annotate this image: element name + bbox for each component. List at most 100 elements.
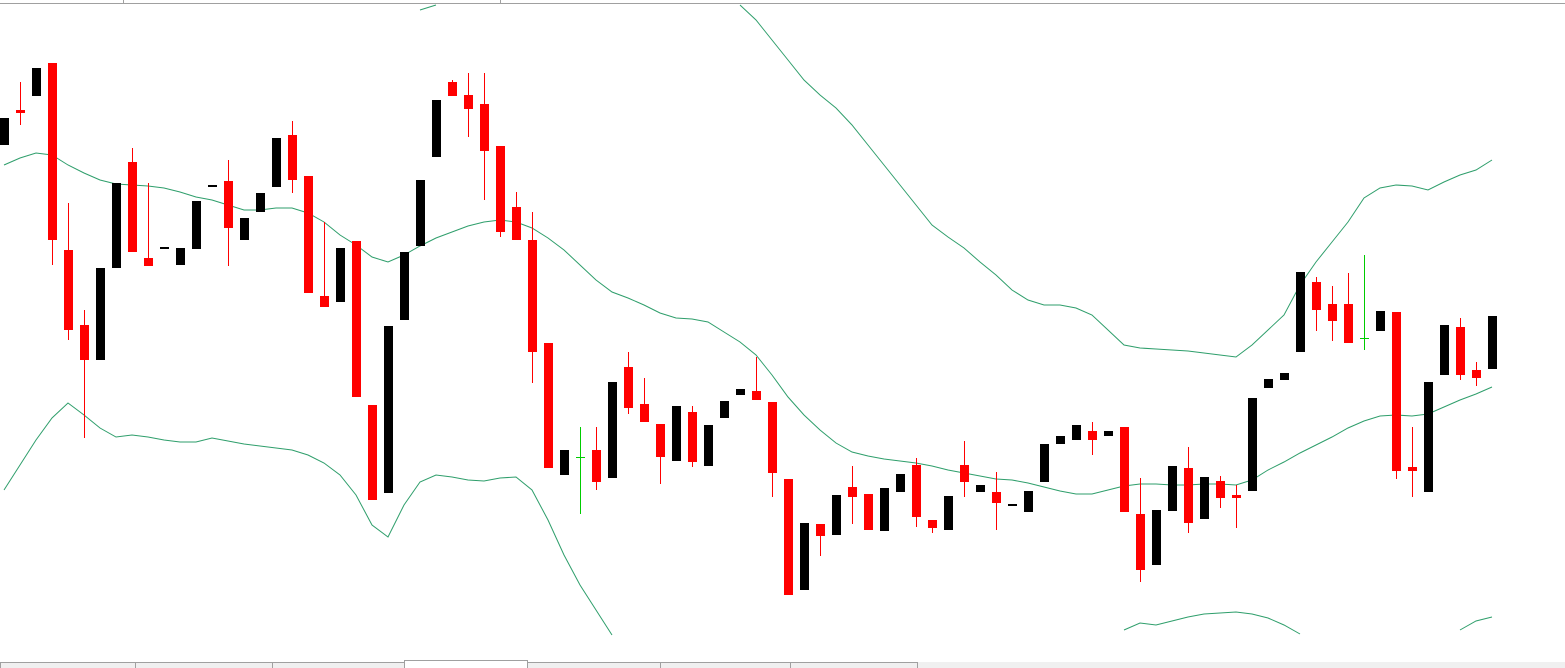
candle-body: [432, 100, 441, 157]
candle-body: [736, 389, 745, 395]
candle-body: [624, 367, 633, 408]
candle-body: [1312, 282, 1321, 310]
candle-body: [1248, 398, 1257, 491]
candle-body: [144, 258, 153, 266]
candle-body: [1456, 327, 1465, 375]
candle-body: [448, 82, 457, 96]
candle-body: [960, 465, 969, 482]
candle-body: [304, 176, 313, 293]
candle-body: [1072, 425, 1081, 440]
candle-body: [992, 492, 1001, 503]
candle-body: [368, 405, 377, 500]
candle-body: [1344, 304, 1353, 343]
candle-body: [832, 495, 841, 535]
candle-body: [928, 520, 937, 528]
candle-body: [576, 457, 585, 458]
candle-body: [768, 402, 777, 473]
candle-body: [1056, 436, 1065, 444]
candle-body: [640, 404, 649, 422]
candle-body: [848, 487, 857, 497]
candle-body: [1168, 466, 1177, 511]
candle-body: [1088, 431, 1097, 440]
tab-bar: [0, 660, 1565, 668]
candle-body: [1328, 304, 1337, 321]
candle-body: [544, 343, 553, 468]
tab[interactable]: [135, 662, 273, 668]
candle-body: [816, 524, 825, 536]
candle-body: [592, 450, 601, 482]
candle-body: [400, 252, 409, 320]
candle-body: [208, 185, 217, 187]
candle-body: [464, 95, 473, 109]
candle-body: [80, 325, 89, 360]
candle-body: [1008, 504, 1017, 506]
candle-body: [752, 391, 761, 400]
candle-body: [1104, 431, 1113, 436]
candle-body: [672, 406, 681, 461]
candle-body: [1200, 477, 1209, 519]
candle-body: [176, 248, 185, 265]
bollinger-band: [419, 4, 1493, 358]
candle-body: [1120, 427, 1129, 512]
candle-body: [1040, 444, 1049, 482]
candle-body: [192, 201, 201, 249]
candle-body: [32, 68, 41, 96]
candle-body: [288, 135, 297, 180]
candle-body: [1424, 382, 1433, 492]
tab-active[interactable]: [404, 660, 528, 668]
candle-body: [704, 425, 713, 466]
candle-body: [1472, 370, 1481, 378]
tab[interactable]: [660, 662, 791, 668]
candle-body: [224, 181, 233, 228]
candle-body: [320, 296, 329, 307]
candle-body: [944, 496, 953, 530]
candle-body: [1264, 379, 1273, 388]
candle-body: [976, 485, 985, 492]
candle-body: [688, 412, 697, 462]
tab[interactable]: [272, 662, 405, 668]
candle-body: [1296, 272, 1305, 352]
candle-body: [1232, 495, 1241, 498]
plot-area: [0, 4, 1497, 636]
candle-body: [112, 183, 121, 268]
candle-body: [1360, 338, 1369, 339]
candle-body: [128, 162, 137, 252]
candle-body: [1376, 311, 1385, 331]
candle-body: [1280, 373, 1289, 380]
candle-body: [416, 180, 425, 246]
candle-body: [352, 241, 361, 397]
candle-body: [480, 104, 489, 151]
tab[interactable]: [0, 662, 136, 668]
candle-body: [240, 218, 249, 240]
candle-body: [1216, 481, 1225, 498]
candle-body: [1440, 325, 1449, 375]
candle-body: [256, 193, 265, 212]
candle-body: [720, 401, 729, 418]
candle-body: [1136, 514, 1145, 570]
candle-body: [1408, 467, 1417, 471]
candle-body: [864, 494, 873, 530]
candle-body: [800, 523, 809, 590]
candle-body: [64, 250, 73, 330]
candle-body: [608, 382, 617, 478]
tab[interactable]: [527, 662, 661, 668]
bollinger-band: [3, 152, 1493, 495]
candle-body: [16, 110, 25, 113]
candle-body: [272, 138, 281, 187]
candle-body: [48, 63, 57, 240]
candle-body: [528, 240, 537, 352]
tab[interactable]: [790, 662, 918, 668]
candle-body: [880, 488, 889, 531]
candle-body: [656, 424, 665, 457]
candle-body: [912, 465, 921, 517]
candle-body: [96, 268, 105, 360]
candle-body: [1488, 316, 1497, 369]
candle-body: [1184, 468, 1193, 523]
candle-body: [512, 207, 521, 240]
bollinger-band: [3, 402, 1493, 636]
candle-body: [560, 450, 569, 475]
candle-body: [384, 326, 393, 493]
candle-body: [496, 146, 505, 232]
